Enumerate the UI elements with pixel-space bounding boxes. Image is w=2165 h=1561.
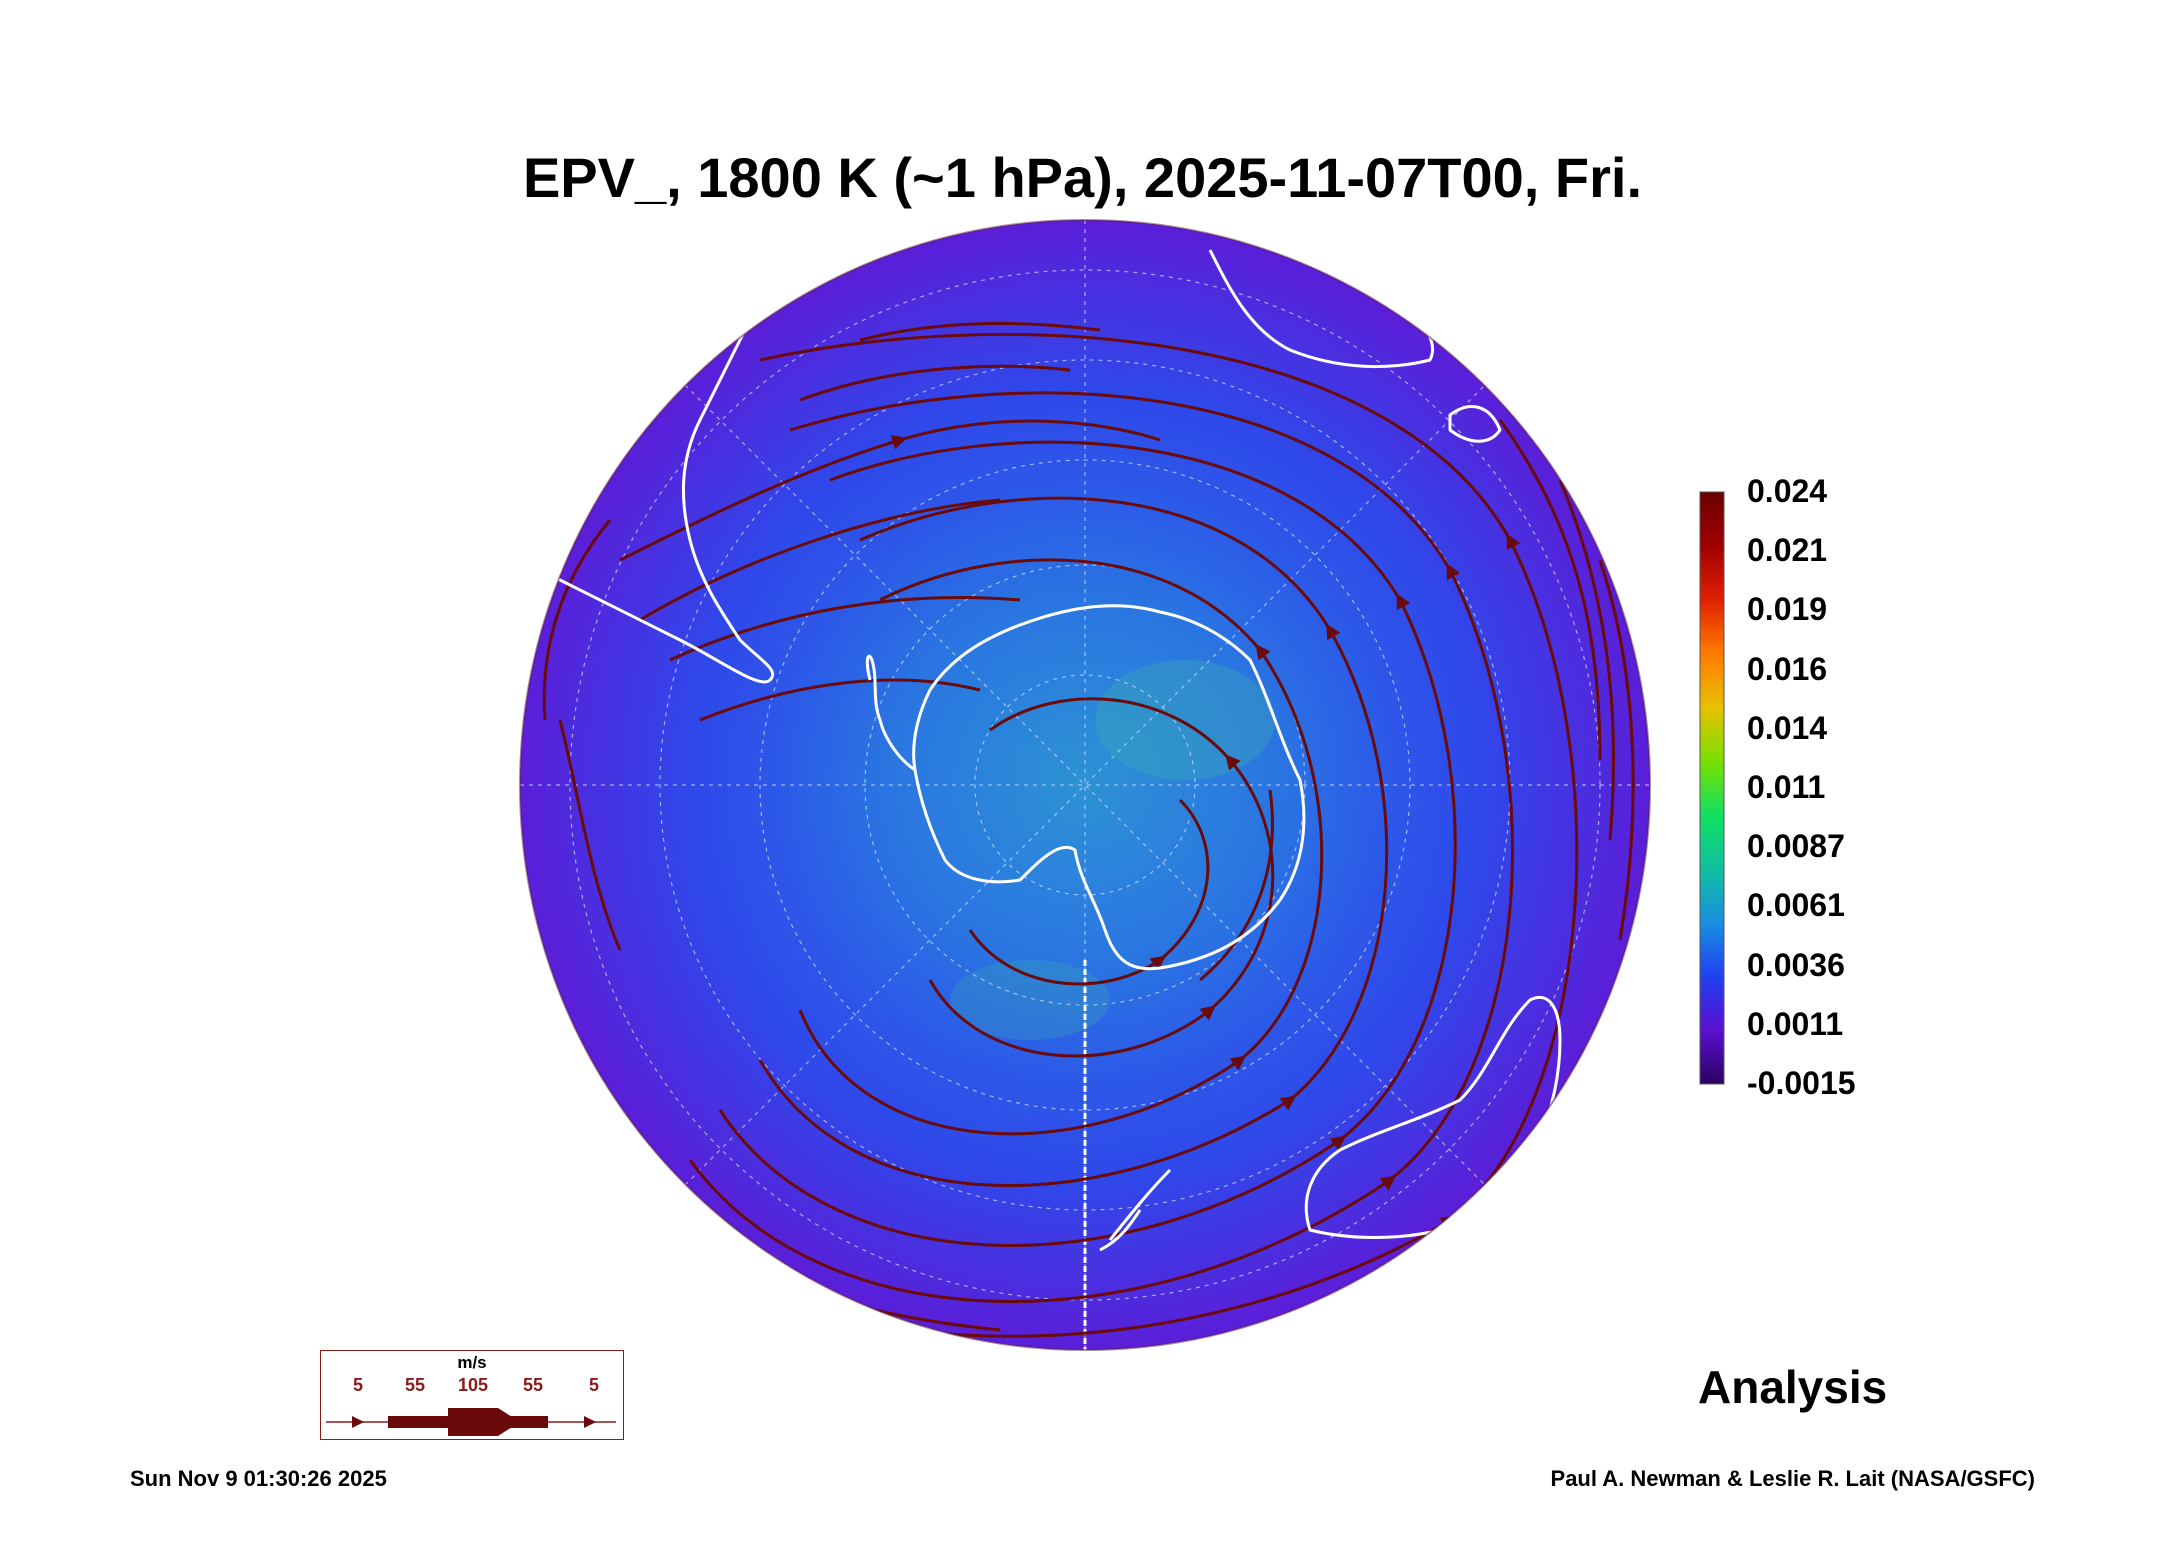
colorbar-tick-label: 0.0011 [1747, 1005, 1844, 1042]
timestamp: Sun Nov 9 01:30:26 2025 [130, 1466, 387, 1491]
vortex-green-patch [1095, 660, 1275, 780]
wind-streamlines [542, 321, 1635, 1338]
colorbar-tick-label: 0.014 [1747, 709, 1828, 746]
colorbar-tick-label: 0.011 [1747, 769, 1826, 805]
colorbar-tick-label: 0.016 [1747, 650, 1828, 687]
map-title: EPV_, 1800 K (~1 hPa), 2025-11-07T00, Fr… [522, 146, 1643, 209]
vortex-green-patch [950, 960, 1110, 1040]
wind-legend-value: 105 [458, 1375, 489, 1395]
colorbar-tick-label: 0.0036 [1747, 946, 1845, 983]
colorbar-tick-label: 0.021 [1747, 532, 1828, 569]
colorbar-tick-label: 0.019 [1747, 591, 1828, 628]
south-america-coastline [549, 319, 775, 684]
new-zealand-coastline [1099, 1168, 1172, 1252]
credit: Paul A. Newman & Leslie R. Lait (NASA/GS… [1550, 1466, 2035, 1491]
wind-legend-value: 5 [589, 1375, 600, 1395]
wind-legend-value: 55 [523, 1375, 544, 1395]
analysis-label: Analysis [1698, 1361, 1888, 1413]
colorbar-tick-label: 0.0061 [1747, 887, 1845, 924]
wind-legend-arrow [326, 1408, 616, 1436]
antarctic-peninsula-coastline [865, 654, 916, 772]
antarctica-coastline [912, 604, 1306, 971]
wind-legend-value: 5 [353, 1375, 364, 1395]
globe-outline [519, 219, 1651, 1351]
colorbar-tick-label: 0.0087 [1747, 828, 1845, 865]
colorbar-tick-label: -0.0015 [1747, 1065, 1856, 1101]
colorbar-tick-label: 0.024 [1747, 473, 1828, 509]
wind-legend-value: 55 [405, 1375, 426, 1395]
wind-legend: m/s 5 55 105 55 5 [320, 1350, 624, 1440]
wind-legend-units: m/s [457, 1353, 487, 1372]
colorbar [1699, 491, 1725, 1085]
madagascar-coastline [1448, 405, 1502, 443]
